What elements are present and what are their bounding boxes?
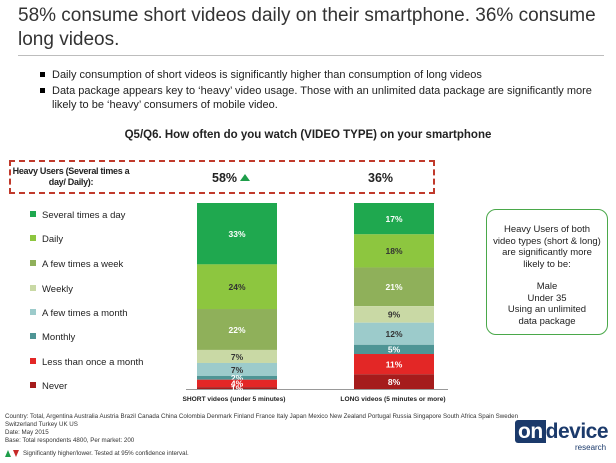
legend-swatch: [30, 285, 36, 292]
significance-note: Significantly higher/lower. Tested at 95…: [5, 450, 189, 457]
heavy-users-short-text: 58%: [212, 171, 238, 185]
bar-segment: [197, 379, 277, 388]
bar-data-label: 21%: [385, 282, 402, 292]
bar-data-label: 12%: [385, 329, 402, 339]
page-title: 58% consume short videos daily on their …: [18, 5, 596, 50]
legend-swatch: [30, 358, 36, 365]
bar-segment: [354, 344, 434, 355]
footnotes: Country: Total, Argentina Australia Aust…: [5, 413, 525, 445]
bar-segment: [354, 306, 434, 323]
footnote-countries: Country: Total, Argentina Australia Aust…: [5, 413, 519, 428]
bar-segment: [354, 203, 434, 235]
bar-data-label: 11%: [386, 359, 403, 369]
up-arrow-icon: [240, 174, 251, 181]
chart-question: Q5/Q6. How often do you watch (VIDEO TYP…: [124, 129, 492, 141]
bar-data-label: 33%: [228, 229, 245, 239]
callout-box: Heavy Users of both video types (short &…: [486, 209, 608, 335]
bar-segment: [197, 362, 277, 376]
legend-swatch: [30, 211, 36, 218]
bar-data-label: 24%: [228, 282, 245, 292]
footnote-date: Date: May 2015: [5, 429, 49, 436]
bar-segment: [197, 264, 277, 310]
legend-item: Weekly: [30, 283, 73, 297]
legend-item: Monthly: [30, 331, 75, 345]
bullet-item: Data package appears key to ‘heavy’ vide…: [40, 84, 606, 112]
callout-trait: Under 35: [527, 292, 567, 304]
bullet-item: Daily consumption of short videos is sig…: [40, 68, 606, 82]
bar-data-label: 18%: [385, 246, 402, 256]
legend-label: Never: [42, 381, 68, 392]
legend-label: Weekly: [42, 284, 73, 295]
heavy-users-label: Heavy Users (Several times a day/ Daily)…: [12, 166, 130, 187]
bar-segment: [354, 322, 434, 345]
title-divider: [18, 55, 604, 56]
legend-label: Several times a day: [42, 210, 126, 221]
bar-segment: [197, 309, 277, 350]
legend-item: A few times a month: [30, 307, 128, 321]
bar-data-label: 9%: [388, 310, 401, 320]
bar-data-label: 17%: [385, 214, 402, 224]
callout-trait: Male: [536, 281, 558, 292]
logo-on: on: [515, 420, 546, 443]
bar-segment: [197, 387, 277, 389]
legend-swatch: [30, 309, 36, 316]
bullet-list: Daily consumption of short videos is sig…: [40, 68, 606, 114]
callout-trait: Using an unlimited data package: [507, 304, 587, 327]
bar-segment: [354, 354, 434, 375]
legend-item: Daily: [30, 233, 63, 247]
logo-device: device: [545, 420, 609, 443]
bar-segment: [197, 203, 277, 265]
x-tick-label: LONG videos (5 minutes or more): [340, 396, 445, 403]
legend-swatch: [30, 333, 36, 340]
heavy-users-short-value: 58%: [212, 171, 251, 185]
up-arrow-icon: [5, 450, 11, 457]
x-tick-label: SHORT videos (under 5 minutes): [183, 396, 286, 403]
legend-swatch: [30, 260, 36, 267]
legend-label: Less than once a month: [42, 357, 144, 368]
legend-label: A few times a month: [42, 308, 128, 319]
ondevice-logo: on device research: [515, 420, 611, 458]
bar-segment: [354, 267, 434, 307]
bar-data-label: 22%: [228, 325, 245, 335]
legend-swatch: [30, 235, 36, 242]
legend-item: A few times a week: [30, 258, 123, 272]
legend-label: Daily: [42, 234, 64, 245]
legend-swatch: [30, 382, 36, 389]
bar-segment: [354, 374, 434, 389]
significance-text: Significantly higher/lower. Tested at 95…: [23, 450, 189, 458]
bar-data-label: 7%: [231, 352, 244, 362]
footnote-base: Base: Total respondents 4800, Per market…: [5, 437, 135, 444]
heavy-users-box: [9, 160, 435, 194]
legend-item: Never: [30, 380, 67, 394]
down-arrow-icon: [13, 450, 19, 457]
logo-sub: research: [575, 443, 607, 452]
bar-data-label: 5%: [388, 345, 401, 355]
bar-data-label: 2%: [231, 373, 244, 383]
bar-segment: [197, 375, 277, 380]
legend-item: Less than once a month: [30, 356, 143, 370]
heavy-users-long-value: 36%: [368, 171, 394, 185]
callout-text: Heavy Users of both video types (short &…: [493, 224, 601, 270]
bar-data-label: 4%: [231, 379, 244, 389]
legend-label: Monthly: [42, 332, 76, 343]
bar-data-label: 7%: [231, 365, 244, 375]
logo-wordmark: on device: [515, 420, 609, 444]
legend-item: Several times a day: [30, 209, 125, 223]
legend-label: A few times a week: [42, 259, 124, 270]
bar-segment: [354, 234, 434, 268]
bar-segment: [197, 349, 277, 363]
bar-data-label: 1%: [231, 383, 244, 393]
bar-data-label: 8%: [388, 377, 401, 387]
